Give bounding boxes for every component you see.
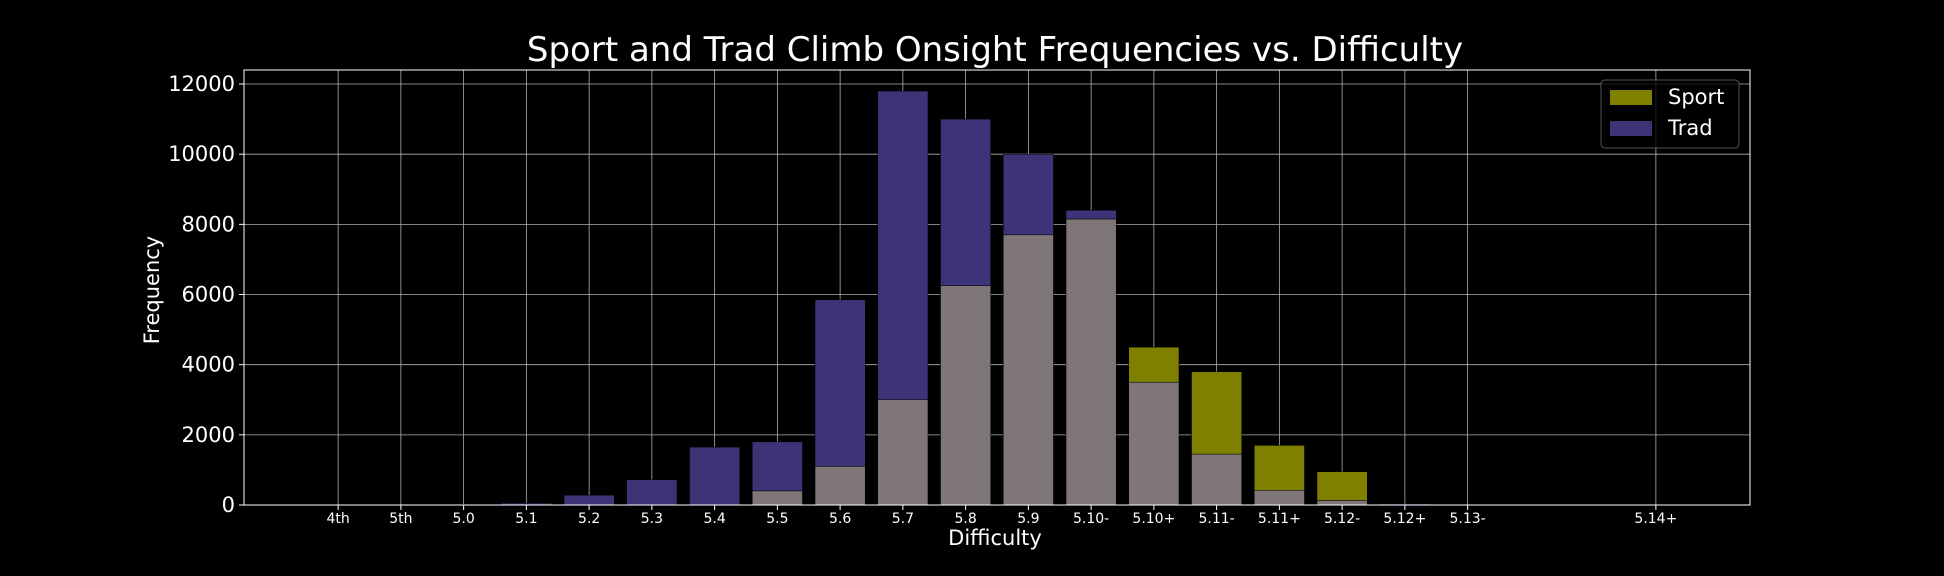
x-tick-label: 5th xyxy=(389,511,412,527)
bar-overlap xyxy=(1128,381,1180,506)
bar-sport xyxy=(1128,346,1180,383)
x-tick-label: 5.11+ xyxy=(1258,511,1301,527)
legend-label-trad: Trad xyxy=(1667,116,1713,140)
bar-trad xyxy=(689,446,740,506)
y-axis-label: Frequency xyxy=(140,236,164,345)
bar-trad xyxy=(814,299,866,467)
bar-sport xyxy=(1316,471,1368,501)
y-tick-label: 12000 xyxy=(168,72,235,96)
x-tick-label: 5.11- xyxy=(1199,511,1235,527)
x-tick-label: 5.1 xyxy=(515,511,537,527)
x-tick-label: 5.4 xyxy=(703,511,725,527)
x-tick-label: 5.12+ xyxy=(1383,511,1426,527)
x-axis-label: Difficulty xyxy=(948,526,1042,550)
y-tick-label: 2000 xyxy=(182,423,235,447)
x-tick-label: 5.10- xyxy=(1073,511,1109,527)
bar-overlap xyxy=(752,490,803,506)
legend-swatch-sport xyxy=(1610,90,1652,105)
y-tick-label: 6000 xyxy=(182,283,235,307)
bar-overlap xyxy=(1003,234,1054,506)
legend-swatch-trad xyxy=(1610,121,1652,136)
bar-trad xyxy=(626,479,678,506)
plot-frame xyxy=(243,69,1751,506)
y-tick-label: 10000 xyxy=(168,142,235,166)
x-tick-label: 4th xyxy=(326,511,349,527)
x-tick-label: 5.10+ xyxy=(1132,511,1175,527)
x-tick-label: 5.13- xyxy=(1450,511,1486,527)
y-tick-label: 8000 xyxy=(182,212,235,236)
y-tick-label: 4000 xyxy=(182,353,235,377)
bar-trad xyxy=(940,118,991,286)
bar-trad xyxy=(1003,153,1054,236)
bar-sport xyxy=(1191,371,1242,455)
x-tick-label: 5.9 xyxy=(1017,511,1039,527)
bar-overlap xyxy=(1065,218,1117,506)
bar-overlap xyxy=(1191,453,1242,506)
x-tick-label: 5.7 xyxy=(892,511,914,527)
x-tick-label: 5.8 xyxy=(954,511,976,527)
bar-overlap xyxy=(1254,490,1305,506)
x-axis: 4th 5th 5.0 5.1 5.2 5.3 5.4 5.5 5.6 5.7 5.8 5.9 5.10… xyxy=(326,505,1677,527)
bar-trad xyxy=(563,494,615,506)
legend-label-sport: Sport xyxy=(1668,85,1724,109)
bar-trad xyxy=(752,441,803,492)
bars xyxy=(438,90,1431,506)
x-tick-label: 5.0 xyxy=(452,511,474,527)
x-tick-label: 5.3 xyxy=(641,511,663,527)
x-tick-label: 5.2 xyxy=(578,511,600,527)
bar-trad xyxy=(877,90,929,401)
bar-overlap xyxy=(1316,500,1368,506)
bar-trad xyxy=(1065,210,1117,220)
x-tick-label: 5.14+ xyxy=(1634,511,1677,527)
legend: Sport Trad xyxy=(1600,79,1740,149)
chart-title: Sport and Trad Climb Onsight Frequencies… xyxy=(527,30,1463,70)
y-axis: 0 2000 4000 6000 8000 10000 12000 xyxy=(168,72,244,517)
bar-overlap xyxy=(877,399,929,506)
y-tick-label: 0 xyxy=(222,493,235,517)
bar-sport xyxy=(1254,445,1305,491)
x-tick-label: 5.6 xyxy=(829,511,851,527)
x-tick-label: 5.5 xyxy=(766,511,788,527)
bar-overlap xyxy=(814,466,866,506)
x-tick-label: 5.12- xyxy=(1324,511,1360,527)
bar-overlap xyxy=(940,285,991,506)
